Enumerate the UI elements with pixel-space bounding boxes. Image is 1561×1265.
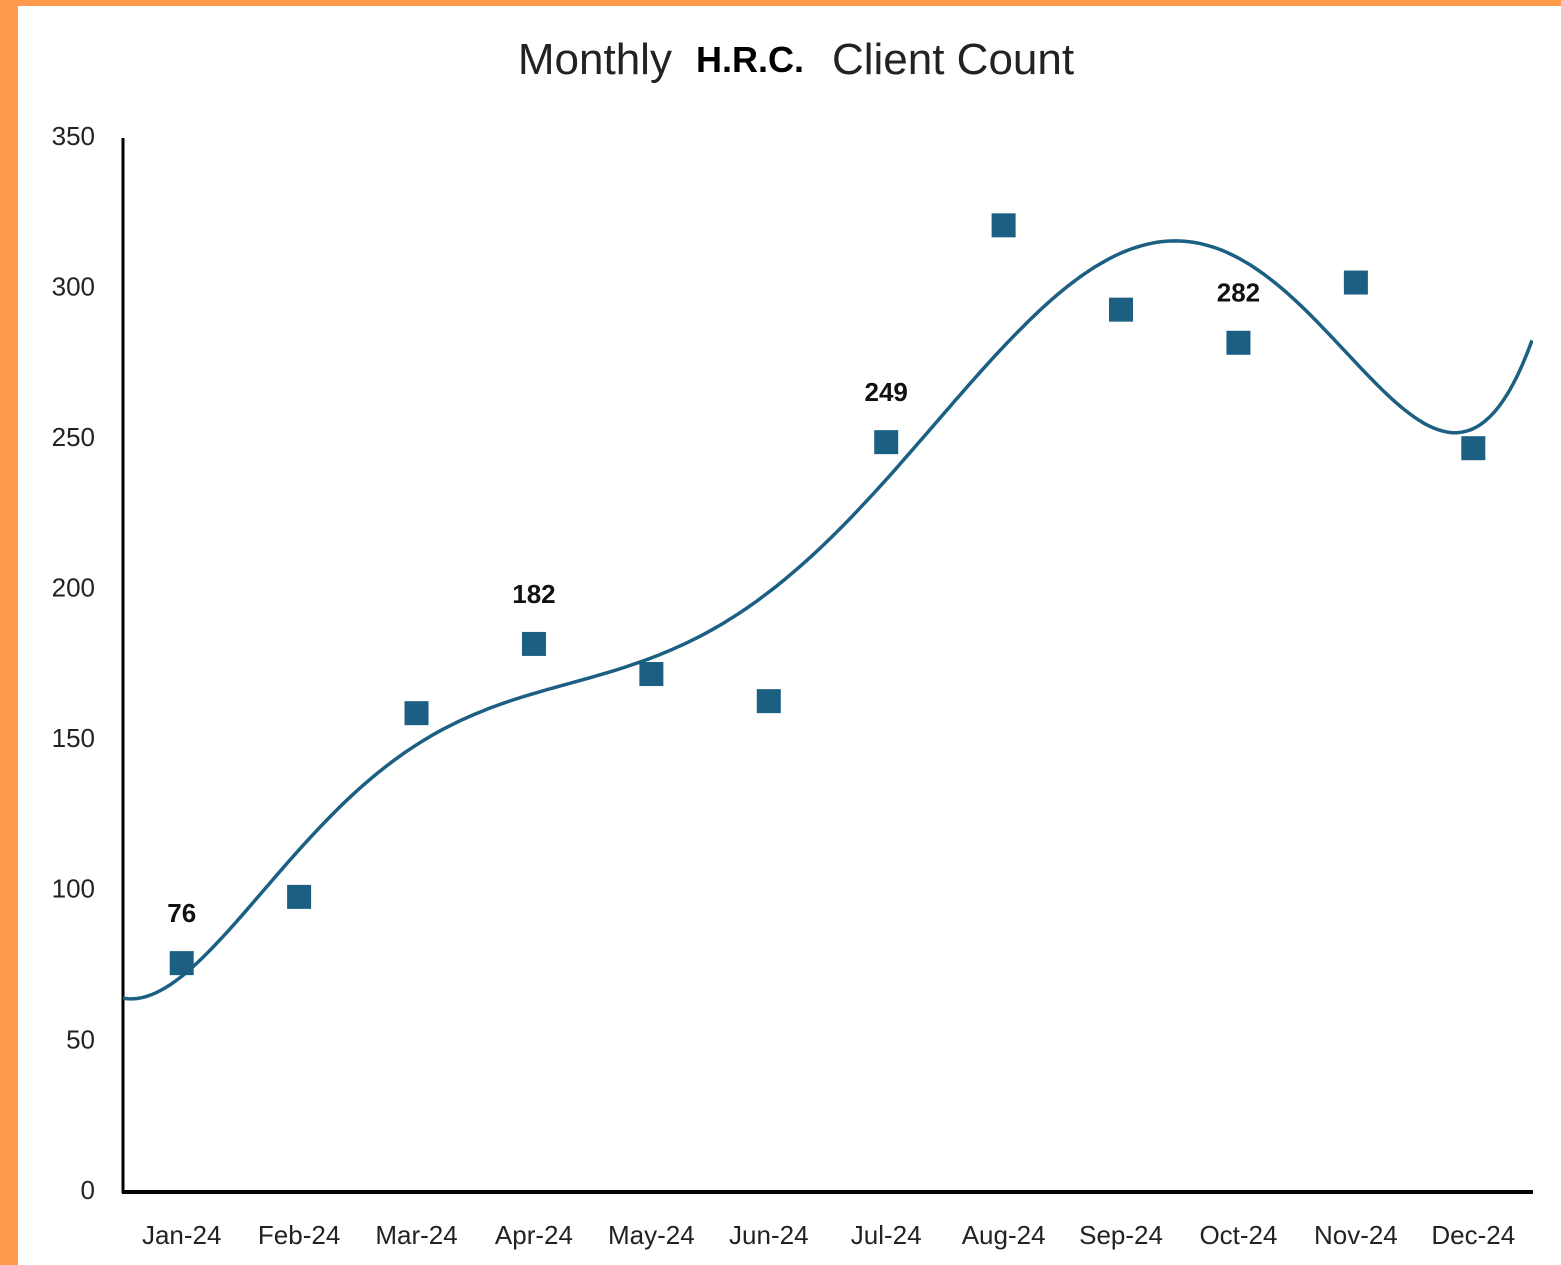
trendline xyxy=(123,239,1533,1001)
marker xyxy=(169,951,194,976)
x-tick-label: Nov-24 xyxy=(1314,1220,1398,1250)
y-tick-label: 150 xyxy=(52,723,95,753)
data-label: 182 xyxy=(512,579,555,609)
marker xyxy=(521,631,546,656)
x-tick-label: Oct-24 xyxy=(1199,1220,1277,1250)
chart-title: Monthly H.R.C. Client Count xyxy=(518,35,1074,84)
marker xyxy=(639,662,664,687)
x-tick-label: Jan-24 xyxy=(142,1220,222,1250)
marker xyxy=(404,701,429,726)
marker xyxy=(756,689,781,714)
frame xyxy=(18,6,1561,1265)
x-tick-label: Dec-24 xyxy=(1431,1220,1515,1250)
y-tick-label: 300 xyxy=(52,271,95,301)
y-tick-label: 0 xyxy=(81,1175,95,1205)
marker xyxy=(991,213,1016,238)
marker xyxy=(287,884,312,909)
data-label: 282 xyxy=(1217,278,1260,308)
y-tick-label: 200 xyxy=(52,573,95,603)
marker xyxy=(1109,297,1134,322)
y-tick-label: 50 xyxy=(66,1024,95,1054)
marker xyxy=(1461,436,1486,461)
x-tick-label: Mar-24 xyxy=(375,1220,457,1250)
marker xyxy=(874,430,899,455)
x-tick-label: May-24 xyxy=(608,1220,695,1250)
x-tick-label: Jul-24 xyxy=(851,1220,922,1250)
data-label: 249 xyxy=(865,377,908,407)
x-tick-label: Apr-24 xyxy=(495,1220,573,1250)
title-prefix: Monthly xyxy=(518,35,672,84)
y-tick-label: 350 xyxy=(52,121,95,151)
x-tick-label: Feb-24 xyxy=(258,1220,340,1250)
data-label: 76 xyxy=(167,898,196,928)
y-tick-label: 100 xyxy=(52,874,95,904)
y-tick-label: 250 xyxy=(52,422,95,452)
title-suffix: Client Count xyxy=(832,35,1074,84)
x-tick-label: Aug-24 xyxy=(962,1220,1046,1250)
x-tick-label: Sep-24 xyxy=(1079,1220,1163,1250)
marker xyxy=(1343,270,1368,295)
marker xyxy=(1226,330,1251,355)
x-tick-label: Jun-24 xyxy=(729,1220,809,1250)
title-highlight: H.R.C. xyxy=(696,39,804,80)
